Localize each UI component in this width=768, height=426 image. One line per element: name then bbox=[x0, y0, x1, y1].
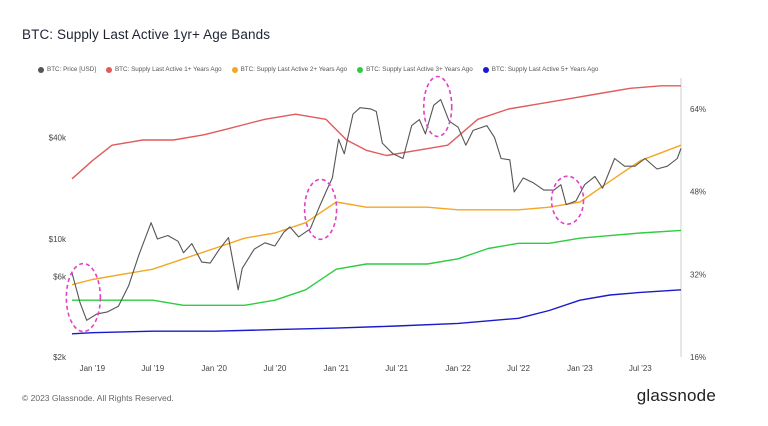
legend-item[interactable]: BTC: Price [USD] bbox=[38, 66, 96, 73]
series-line-0 bbox=[71, 99, 682, 321]
legend-label: BTC: Price [USD] bbox=[47, 66, 96, 73]
chart-axes: Jan '19 Jul '19 Jan '20 Jul '20 Jan '21 Jul '… bbox=[49, 78, 706, 373]
annotation-ellipse bbox=[303, 178, 338, 241]
y-left-tick-label: $10k bbox=[49, 235, 67, 244]
x-tick-label: Jul '22 bbox=[507, 364, 530, 373]
series-line-3 bbox=[72, 229, 682, 306]
x-tick-label: Jul '19 bbox=[141, 364, 164, 373]
chart-title: BTC: Supply Last Active 1yr+ Age Bands bbox=[22, 27, 271, 42]
copyright-text: © 2023 Glassnode. All Rights Reserved. bbox=[22, 393, 174, 403]
y-right-tick-label: 32% bbox=[690, 270, 706, 279]
x-tick-label: Jul '23 bbox=[629, 364, 652, 373]
chart-legend: BTC: Price [USD] BTC: Supply Last Active … bbox=[38, 66, 598, 73]
x-tick-label: Jul '20 bbox=[263, 364, 286, 373]
y-left-tick-label: $6k bbox=[53, 272, 67, 281]
x-tick-label: Jan '20 bbox=[201, 364, 227, 373]
y-right-tick-label: 64% bbox=[690, 105, 706, 114]
y-right-tick-label: 48% bbox=[690, 188, 706, 197]
annotation-ellipse bbox=[422, 75, 453, 138]
chart-lines bbox=[71, 85, 682, 335]
x-tick-label: Jan '21 bbox=[324, 364, 350, 373]
legend-swatch bbox=[231, 66, 238, 73]
legend-label: BTC: Supply Last Active 2+ Years Ago bbox=[240, 66, 348, 73]
legend-swatch bbox=[357, 66, 364, 73]
y-right-tick-label: 16% bbox=[690, 353, 706, 362]
legend-item[interactable]: BTC: Supply Last Active 5+ Years Ago bbox=[482, 66, 599, 73]
annotation-ellipse bbox=[550, 175, 585, 225]
x-tick-label: Jan '19 bbox=[80, 364, 106, 373]
legend-label: BTC: Supply Last Active 5+ Years Ago bbox=[491, 66, 599, 73]
y-left-tick-label: $40k bbox=[49, 133, 67, 142]
brand-logo: glassnode bbox=[636, 386, 716, 405]
legend-swatch bbox=[105, 66, 112, 73]
annotation-ellipse bbox=[65, 262, 102, 333]
x-tick-label: Jul '21 bbox=[385, 364, 408, 373]
legend-swatch bbox=[38, 66, 44, 73]
x-tick-label: Jan '23 bbox=[567, 364, 593, 373]
legend-label: BTC: Supply Last Active 1+ Years Ago bbox=[114, 66, 222, 73]
legend-swatch bbox=[482, 66, 489, 73]
series-line-1 bbox=[71, 85, 681, 180]
x-tick-label: Jan '22 bbox=[445, 364, 471, 373]
legend-item[interactable]: BTC: Supply Last Active 2+ Years Ago bbox=[231, 66, 348, 73]
legend-item[interactable]: BTC: Supply Last Active 1+ Years Ago bbox=[105, 66, 222, 73]
legend-label: BTC: Supply Last Active 3+ Years Ago bbox=[366, 66, 473, 73]
y-left-tick-label: $2k bbox=[53, 353, 67, 362]
series-line-4 bbox=[71, 289, 682, 335]
chart-annotations bbox=[65, 75, 585, 333]
legend-item[interactable]: BTC: Supply Last Active 3+ Years Ago bbox=[357, 66, 473, 73]
